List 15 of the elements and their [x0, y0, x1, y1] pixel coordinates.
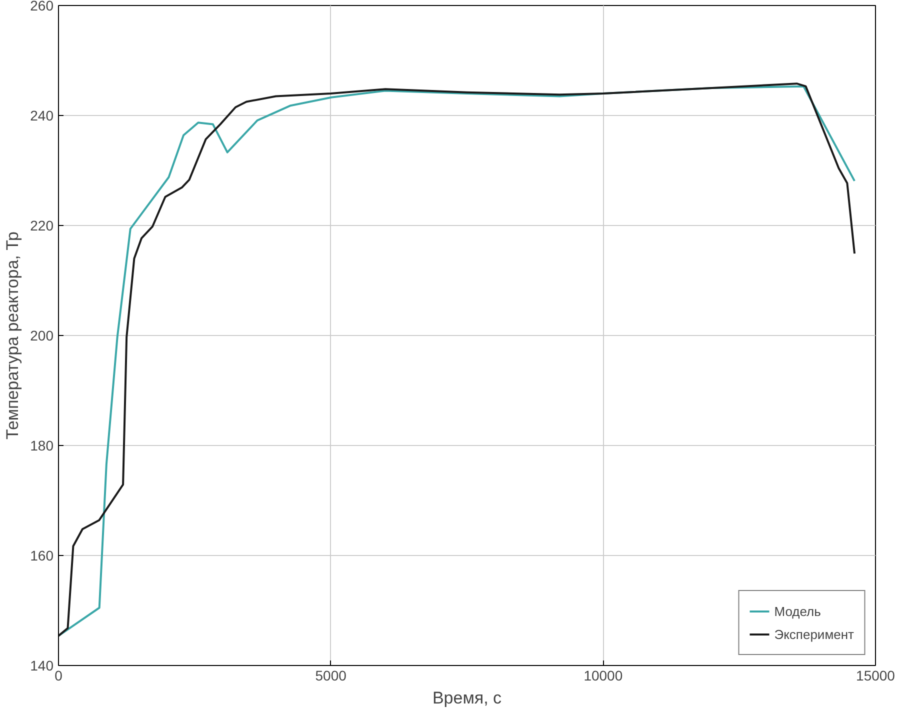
legend-label: Эксперимент — [774, 626, 854, 642]
y-tick-label: 140 — [30, 658, 54, 674]
y-axis-title: Температура реактора, Тр — [3, 232, 22, 440]
y-tick-label: 200 — [30, 328, 54, 344]
x-axis-title: Время, с — [432, 688, 502, 708]
x-tick-label: 10000 — [584, 668, 623, 684]
y-tick-label: 260 — [30, 0, 54, 14]
x-tick-label: 15000 — [856, 668, 896, 684]
y-tick-label: 180 — [30, 438, 54, 454]
y-tick-label: 220 — [30, 218, 54, 234]
y-tick-label: 160 — [30, 548, 54, 564]
y-tick-label: 240 — [30, 108, 54, 124]
x-tick-label: 0 — [54, 668, 63, 684]
legend-label: Модель — [774, 604, 821, 618]
x-tick-label: 5000 — [315, 668, 347, 684]
